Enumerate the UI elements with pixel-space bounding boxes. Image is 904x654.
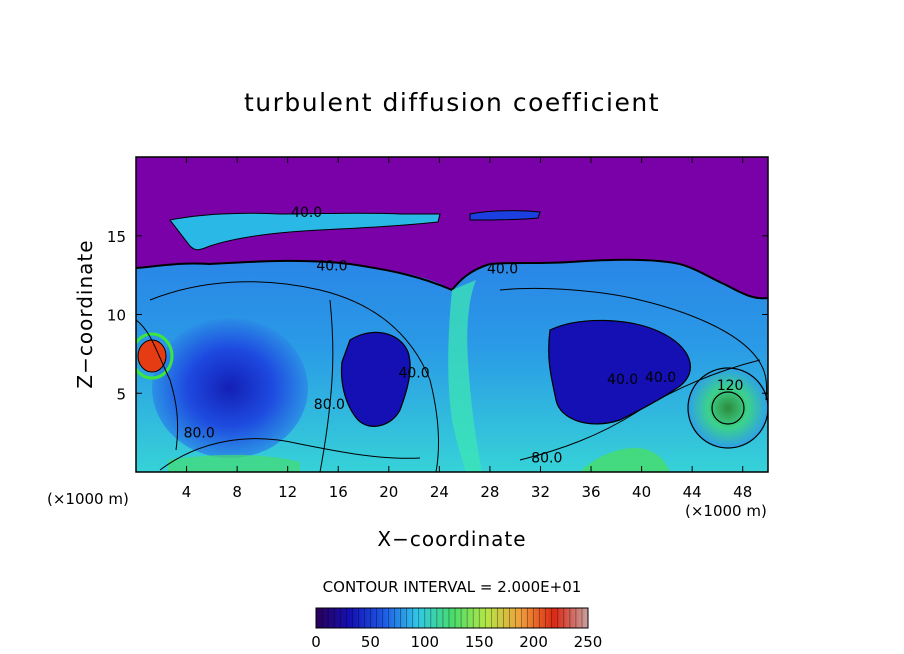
x-tick-label: 48 bbox=[733, 483, 752, 501]
upper-filament bbox=[169, 212, 441, 251]
x-tick-label: 16 bbox=[329, 483, 348, 501]
contour-line-6 bbox=[136, 319, 179, 451]
contour-value-label: 120 bbox=[717, 378, 744, 394]
colorbar-tick-label: 50 bbox=[361, 633, 380, 651]
colorbar-tick-label: 100 bbox=[410, 633, 439, 651]
contour-interval: CONTOUR INTERVAL = 2.000E+01 bbox=[323, 578, 582, 596]
bottom-green-band bbox=[580, 448, 670, 472]
left-hotspot bbox=[137, 339, 167, 373]
colorbar-tick-label: 250 bbox=[574, 633, 603, 651]
contour-line-4 bbox=[519, 359, 761, 461]
colorbar-tick-label: 0 bbox=[311, 633, 321, 651]
contour-value-label: 40.0 bbox=[607, 372, 638, 388]
x-tick-label: 28 bbox=[480, 483, 499, 501]
stable-upper-region bbox=[136, 157, 768, 299]
x-axis-unit-left: (×1000 m) bbox=[47, 490, 129, 508]
bottom-lens bbox=[168, 454, 300, 472]
contour-value-label: 40.0 bbox=[398, 366, 429, 382]
colorbar-tick-label: 150 bbox=[465, 633, 494, 651]
x-tick-label: 40 bbox=[632, 483, 651, 501]
right-vortex-core bbox=[711, 391, 745, 425]
contour-line-1 bbox=[149, 281, 439, 472]
y-tick-label: 10 bbox=[107, 307, 126, 325]
x-tick-label: 8 bbox=[232, 483, 242, 501]
x-tick-label: 24 bbox=[430, 483, 449, 501]
y-tick-label: 5 bbox=[116, 385, 126, 403]
x-tick-label: 36 bbox=[581, 483, 600, 501]
x-axis-title: X−coordinate bbox=[377, 527, 526, 551]
contour-line-3 bbox=[499, 287, 768, 401]
left-eddy bbox=[152, 318, 308, 458]
contour-labels: 40.0 40.0 40.0 40.0 40.0 40.0 80.0 80.0 80.0 120 bbox=[184, 205, 744, 467]
chart-title: turbulent diffusion coefficient bbox=[244, 88, 660, 117]
contour-value-label: 40.0 bbox=[487, 262, 518, 278]
x-tick-label: 20 bbox=[379, 483, 398, 501]
upper-filament-right bbox=[469, 210, 541, 221]
contour-value-label: 80.0 bbox=[314, 397, 345, 413]
x-tick-label: 12 bbox=[278, 483, 297, 501]
y-axis-title: Z−coordinate bbox=[73, 239, 97, 388]
contour-value-label: 40.0 bbox=[316, 258, 347, 274]
contour-value-label: 40.0 bbox=[291, 205, 322, 221]
colorbar bbox=[315, 607, 589, 629]
contour-value-label: 80.0 bbox=[531, 451, 562, 467]
x-tick-label: 4 bbox=[182, 483, 192, 501]
x-tick-label: 44 bbox=[683, 483, 702, 501]
contour-line-5 bbox=[319, 299, 334, 472]
y-tick-label: 15 bbox=[107, 228, 126, 246]
y-axis-ticks: 5 10 15 bbox=[107, 228, 768, 403]
contour-value-label: 40.0 bbox=[645, 370, 676, 386]
left-hotspot-rim bbox=[136, 332, 174, 380]
colorbar-stripes bbox=[321, 608, 583, 628]
top-boundary-layer bbox=[136, 258, 768, 300]
center-eddy bbox=[340, 331, 411, 427]
updraft-column bbox=[448, 280, 482, 472]
x-axis-ticks: 4 8 12 16 20 24 28 32 36 40 44 48 bbox=[182, 157, 752, 501]
right-vortex bbox=[687, 367, 768, 449]
x-tick-label: 32 bbox=[531, 483, 550, 501]
x-axis-unit-right: (×1000 m) bbox=[685, 502, 767, 520]
contour-line-2 bbox=[159, 438, 421, 471]
colorbar-ticks: 0 50 100 150 200 250 bbox=[311, 633, 602, 651]
contour-value-label: 80.0 bbox=[184, 425, 215, 441]
colorbar-tick-label: 200 bbox=[519, 633, 548, 651]
heatmap-field bbox=[136, 157, 768, 472]
